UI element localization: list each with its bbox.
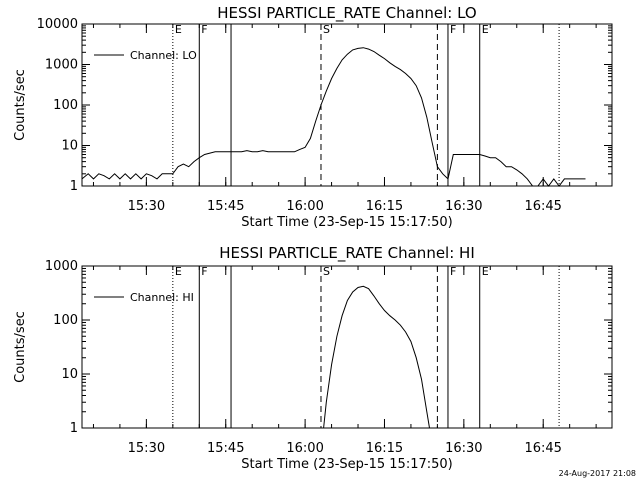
chart1-x-tick-label: 15:45	[207, 441, 244, 456]
chart0-x-axis-label: Start Time (23-Sep-15 15:17:50)	[241, 215, 452, 230]
chart1-title: HESSI PARTICLE_RATE Channel: HI	[219, 244, 475, 263]
chart0-legend-label: Channel: LO	[130, 49, 197, 62]
chart1-series-line	[323, 285, 430, 429]
chart0-y-tick-label: 1	[70, 179, 78, 194]
chart1-marker-label: E	[482, 265, 489, 278]
footer-timestamp: 24-Aug-2017 21:08	[559, 469, 636, 478]
chart1-y-tick-label: 1000	[45, 259, 78, 274]
lo-channel-panel: HESSI PARTICLE_RATE Channel: LO Counts/se…	[13, 4, 613, 230]
chart1-x-tick-label: 16:30	[445, 441, 482, 456]
chart1-plot-frame	[81, 265, 613, 429]
chart1-x-tick-label: 15:30	[128, 441, 165, 456]
chart1-marker-label: F	[450, 265, 456, 278]
chart0-x-tick-label: 15:30	[128, 199, 165, 214]
chart1-x-axis-label: Start Time (23-Sep-15 15:17:50)	[241, 457, 452, 472]
chart0-y-axis-label: Counts/sec	[13, 69, 28, 141]
chart1-y-axis-label: Counts/sec	[13, 311, 28, 383]
chart1-y-tick-label: 100	[53, 313, 78, 328]
chart1-legend-label: Channel: HI	[130, 291, 194, 304]
chart0-x-tick-label: 16:15	[366, 199, 403, 214]
chart1-marker-label: F	[201, 265, 207, 278]
chart0-marker-label: F	[201, 23, 207, 36]
chart0-marker-label: S	[323, 23, 330, 36]
chart0-series-line	[81, 47, 586, 187]
chart0-x-tick-label: 16:00	[286, 199, 323, 214]
chart1-y-tick-label: 1	[70, 421, 78, 436]
chart0-y-tick-label: 1000	[45, 58, 78, 73]
chart1-x-tick-label: 16:00	[286, 441, 323, 456]
chart0-marker-label: F	[450, 23, 456, 36]
chart0-x-tick-label: 15:45	[207, 199, 244, 214]
chart0-y-tick-label: 10000	[37, 17, 78, 32]
chart0-x-tick-label: 16:45	[524, 199, 561, 214]
hi-channel-panel: HESSI PARTICLE_RATE Channel: HI Counts/se…	[13, 244, 613, 472]
chart1-marker-label: E	[175, 265, 182, 278]
chart1-x-tick-label: 16:45	[524, 441, 561, 456]
chart1-y-tick-label: 10	[61, 367, 78, 382]
chart0-marker-label: E	[482, 23, 489, 36]
chart0-y-tick-label: 10	[61, 139, 78, 154]
chart1-x-tick-label: 16:15	[366, 441, 403, 456]
chart0-marker-label: E	[175, 23, 182, 36]
chart0-title: HESSI PARTICLE_RATE Channel: LO	[217, 4, 476, 23]
chart1-marker-label: S	[323, 265, 330, 278]
chart0-y-tick-label: 100	[53, 98, 78, 113]
chart0-x-tick-label: 16:30	[445, 199, 482, 214]
